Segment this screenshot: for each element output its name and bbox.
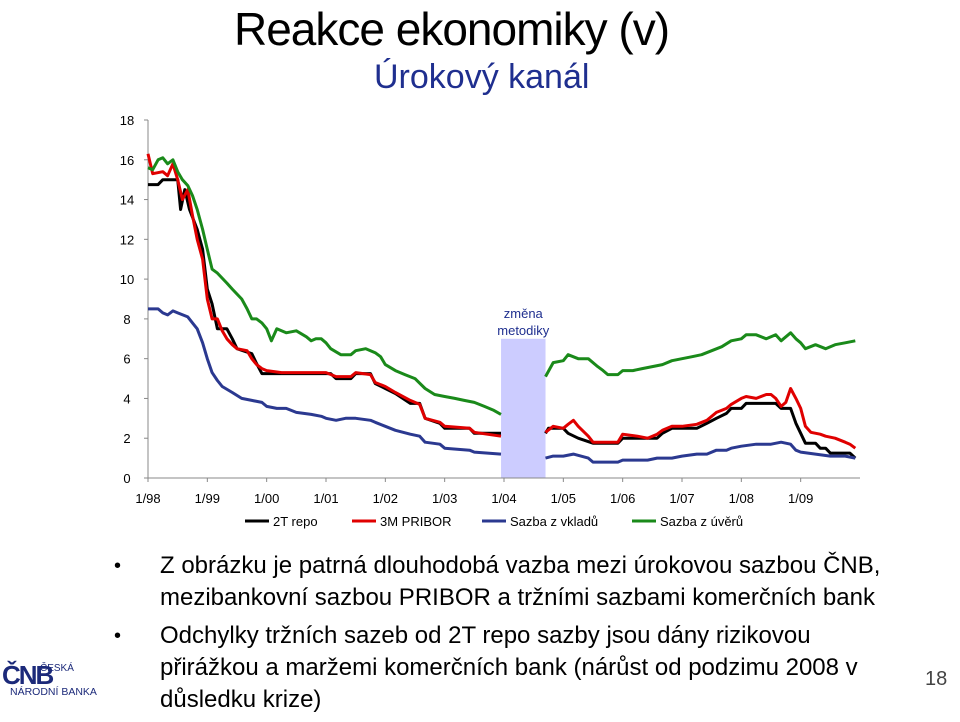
bullet-item: • Odchylky tržních sazeb od 2T repo sazb… (112, 620, 912, 716)
x-tick-label: 1/02 (373, 491, 398, 506)
bullet-list: • Z obrázku je patrná dlouhodobá vazba m… (112, 550, 912, 722)
x-tick-label: 1/07 (669, 491, 694, 506)
interest-rate-chart: 0 2 4 6 8 10 12 14 16 18 1/98 1/99 1/00 1/01 1/02 1/03 1… (120, 113, 860, 529)
series-line-4 (544, 331, 856, 378)
logo-line-2: NÁRODNÍ BANKA (10, 686, 97, 698)
y-tick-label: 12 (120, 232, 134, 247)
x-tick-label: 1/05 (551, 491, 576, 506)
y-tick-label: 6 (123, 352, 130, 367)
y-tick-label: 18 (120, 113, 134, 128)
series-line-2 (146, 153, 502, 438)
bullet-item: • Z obrázku je patrná dlouhodobá vazba m… (112, 550, 912, 614)
series-line-4 (147, 156, 502, 416)
logo-mark: ČNB (2, 660, 54, 690)
slide-subtitle: Úrokový kanál (374, 58, 590, 96)
y-tick-label: 16 (120, 153, 134, 168)
bullet-dot: • (114, 555, 122, 577)
x-tick-label: 1/04 (491, 491, 516, 506)
series-line-3 (545, 440, 856, 464)
legend-label: Sazba z vkladů (510, 514, 598, 529)
legend-label: 2T repo (273, 514, 318, 529)
y-tick-label: 14 (120, 193, 134, 208)
y-tick-label: 0 (123, 471, 130, 486)
y-tick-label: 8 (123, 312, 130, 327)
y-tick-label: 10 (120, 272, 134, 287)
x-tick-label: 1/09 (788, 491, 813, 506)
legend-label: Sazba z úvěrů (660, 514, 743, 529)
bullet-text: Z obrázku je patrná dlouhodobá vazba mez… (160, 552, 881, 611)
page-number: 18 (925, 668, 948, 690)
x-tick-label: 1/99 (195, 491, 220, 506)
annotation-band (501, 338, 546, 478)
cnb-logo: ČNB ČESKÁ NÁRODNÍ BANKA (2, 660, 107, 700)
bullet-dot: • (114, 625, 122, 647)
legend-label: 3M PRIBOR (380, 514, 452, 529)
x-tick-label: 1/00 (254, 491, 279, 506)
annotation-text: metodiky (497, 323, 550, 338)
x-tick-label: 1/03 (432, 491, 457, 506)
series-line-2 (544, 387, 857, 450)
x-tick-label: 1/06 (610, 491, 635, 506)
bullet-text: Odchylky tržních sazeb od 2T repo sazby … (160, 622, 858, 713)
series-line-3 (148, 307, 502, 456)
x-tick-label: 1/08 (729, 491, 754, 506)
annotation-text: změna (504, 306, 544, 321)
y-tick-label: 2 (123, 431, 130, 446)
y-tick-label: 4 (123, 391, 130, 406)
logo-line-1: ČESKÁ (40, 663, 74, 674)
x-tick-label: 1/01 (313, 491, 338, 506)
x-tick-label: 1/98 (135, 491, 160, 506)
slide-title: Reakce ekonomiky (v) (234, 3, 670, 55)
